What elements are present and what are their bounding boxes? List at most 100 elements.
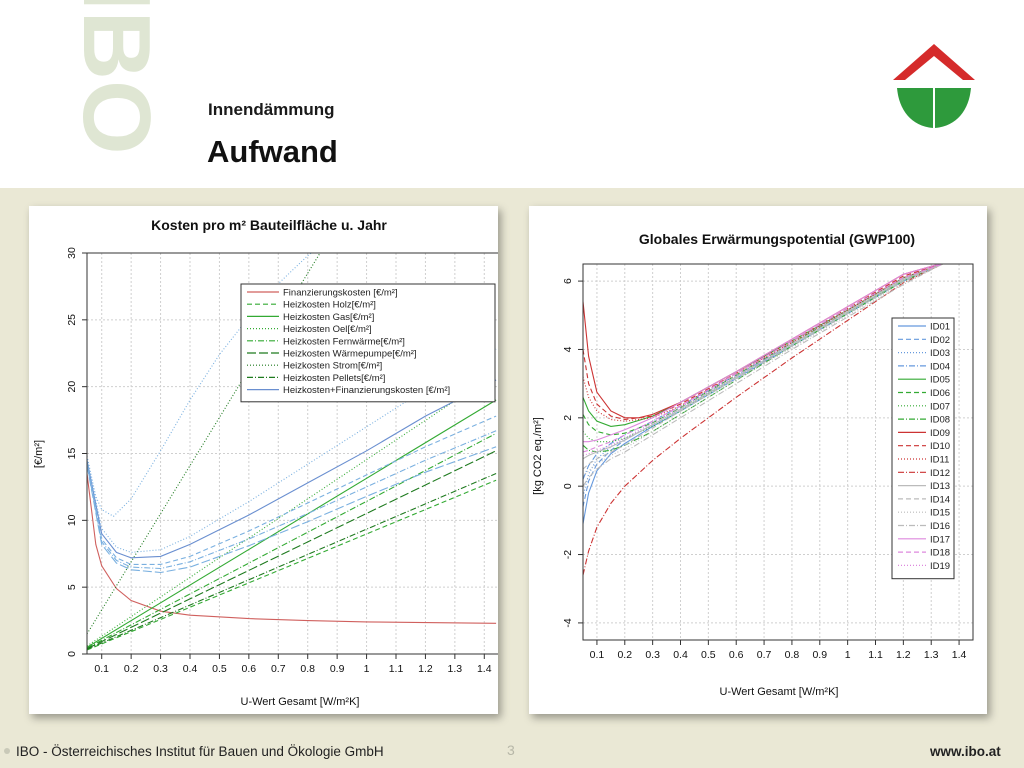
y-tick-label: 6	[562, 278, 574, 284]
series-line	[87, 473, 497, 624]
x-tick-label: 0.5	[212, 663, 227, 675]
y-tick-label: 10	[66, 514, 78, 526]
legend-entry: ID13	[930, 481, 950, 492]
series-line	[583, 264, 943, 470]
legend-entry: Heizkosten Holz[€/m²]	[283, 300, 376, 311]
footer-website: www.ibo.at	[930, 744, 1001, 759]
series-line	[583, 264, 943, 497]
x-tick-label: 0.6	[242, 663, 257, 675]
series-line	[87, 415, 497, 565]
x-tick-label: 0.2	[124, 663, 139, 675]
series-line	[583, 264, 943, 576]
legend-entry: ID08	[930, 415, 950, 426]
watermark-text: IBO	[72, 0, 162, 155]
series-line	[583, 264, 943, 487]
footer-dot	[4, 748, 10, 754]
ibo-watermark: IBO	[72, 0, 162, 155]
series-line	[583, 264, 943, 460]
x-tick-label: 0.1	[94, 663, 109, 675]
x-tick-label: 0.4	[673, 649, 688, 661]
legend-box	[891, 317, 955, 580]
chart-gwp: Globales Erwärmungspotential (GWP100) U-…	[532, 231, 974, 698]
x-tick-label: 0.1	[590, 649, 605, 661]
legend-entry: ID14	[930, 494, 950, 505]
x-tick-label: 1.3	[924, 649, 939, 661]
footer-organization: IBO - Österreichisches Institut für Baue…	[16, 744, 384, 759]
legend-entry: Heizkosten Strom[€/m²]	[283, 361, 382, 372]
series-line	[87, 432, 497, 649]
x-tick-label: 1.1	[389, 663, 404, 675]
x-tick-label: 0.8	[785, 649, 800, 661]
series-line	[87, 372, 497, 647]
x-tick-label: 1.4	[952, 649, 967, 661]
legend-entry: ID10	[930, 441, 950, 452]
legend-entry: ID18	[930, 548, 950, 559]
chart-card-costs: Kosten pro m² Bauteilfläche u. Jahr U-We…	[29, 206, 498, 714]
legend-entry: Finanzierungskosten [€/m²]	[283, 288, 398, 299]
legend-entry: ID04	[930, 361, 950, 372]
series-line	[583, 264, 943, 524]
chart-title: Globales Erwärmungspotential (GWP100)	[639, 231, 915, 247]
series-line	[583, 264, 943, 477]
x-axis-label: U-Wert Gesamt [W/m²K]	[720, 686, 839, 698]
series-line	[87, 472, 497, 650]
series-line	[583, 264, 943, 480]
legend-entry: Heizkosten Wärmepumpe[€/m²]	[283, 349, 417, 360]
legend-entry: ID15	[930, 508, 950, 519]
y-tick-label: 5	[66, 584, 78, 590]
x-tick-label: 1.2	[418, 663, 433, 675]
series-line	[87, 450, 497, 650]
y-tick-label: 4	[562, 346, 574, 352]
chart-costs: Kosten pro m² Bauteilfläche u. Jahr U-We…	[33, 217, 498, 708]
x-tick-label: 0.7	[271, 663, 286, 675]
series-line	[87, 399, 497, 648]
legend-entry: ID05	[930, 375, 950, 386]
legend-entry: ID07	[930, 401, 950, 412]
x-tick-label: 1	[364, 663, 370, 675]
legend-entry: ID12	[930, 468, 950, 479]
x-tick-label: 1.2	[896, 649, 911, 661]
slide-title: Aufwand	[207, 134, 338, 169]
y-tick-label: 30	[66, 247, 78, 259]
x-tick-label: 0.2	[617, 649, 632, 661]
series-line	[583, 264, 943, 507]
page-number: 3	[507, 742, 515, 758]
ibo-logo-icon	[893, 44, 975, 128]
chart-card-gwp: Globales Erwärmungspotential (GWP100) U-…	[529, 206, 987, 714]
chart-title: Kosten pro m² Bauteilfläche u. Jahr	[151, 217, 387, 233]
legend-entry: Heizkosten Gas[€/m²]	[283, 312, 374, 323]
plot-frame	[582, 263, 974, 641]
series-line	[583, 264, 943, 443]
x-tick-label: 0.4	[183, 663, 198, 675]
legend-entry: ID01	[930, 322, 950, 333]
series-line	[87, 479, 497, 651]
y-tick-label: 2	[562, 415, 574, 421]
legend-entry: Heizkosten Oel[€/m²]	[283, 324, 372, 335]
x-tick-label: 0.8	[300, 663, 315, 675]
x-tick-label: 1.4	[477, 663, 492, 675]
legend-entry: ID09	[930, 428, 950, 439]
x-tick-label: 0.7	[757, 649, 772, 661]
series-line	[583, 264, 943, 427]
legend-entry: ID03	[930, 348, 950, 359]
legend-entry: ID06	[930, 388, 950, 399]
y-tick-label: -2	[562, 550, 574, 559]
x-tick-label: 0.5	[701, 649, 716, 661]
y-axis-label: [€/m²]	[33, 440, 45, 468]
y-tick-label: -4	[562, 618, 574, 627]
series-line	[583, 264, 940, 443]
slide-header	[0, 0, 1024, 188]
y-tick-label: 20	[66, 381, 78, 393]
series-line	[87, 253, 321, 635]
x-tick-label: 0.3	[153, 663, 168, 675]
series-line	[583, 264, 943, 453]
x-tick-label: 0.9	[812, 649, 827, 661]
legend-entry: ID16	[930, 521, 950, 532]
slide-subtitle: Innendämmung	[208, 100, 335, 119]
legend-entry: ID11	[930, 455, 949, 466]
x-tick-label: 1	[845, 649, 851, 661]
y-tick-label: 15	[66, 448, 78, 460]
x-axis-label: U-Wert Gesamt [W/m²K]	[241, 696, 360, 708]
legend-box	[240, 283, 496, 403]
x-tick-label: 1.3	[448, 663, 463, 675]
